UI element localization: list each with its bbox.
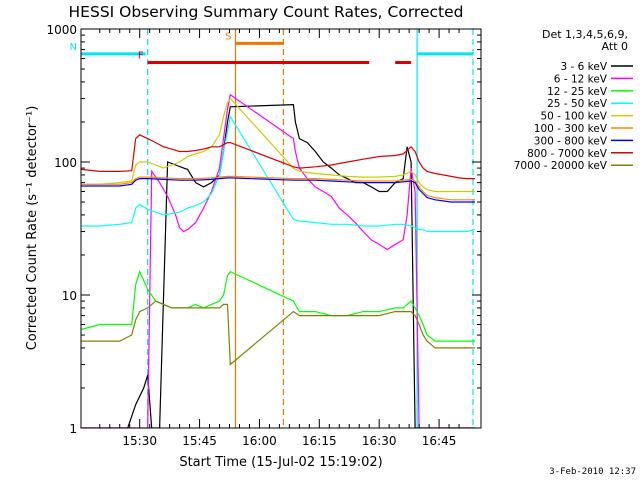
legend-entry-label: 100 - 300 keV bbox=[534, 123, 608, 135]
legend-entry-label: 12 - 25 keV bbox=[547, 86, 608, 98]
footer-date: 3-Feb-2010 12:37 bbox=[549, 467, 636, 477]
series-lines bbox=[81, 93, 476, 428]
series-line-4 bbox=[81, 97, 475, 193]
legend-entry-label: 25 - 50 keV bbox=[547, 98, 608, 110]
x-tick-label: 16:15 bbox=[302, 434, 337, 448]
x-tick-label: 15:30 bbox=[122, 434, 157, 448]
marker-lines bbox=[147, 29, 474, 428]
flag-label-S: S bbox=[225, 31, 231, 42]
flag-bars: N F S bbox=[70, 31, 474, 64]
series-line-3 bbox=[81, 114, 476, 233]
legend-entry-label: 7000 - 20000 keV bbox=[514, 160, 608, 172]
series-line-8 bbox=[81, 300, 475, 366]
plot-frame bbox=[80, 28, 482, 429]
flag-label-F: F bbox=[138, 50, 144, 61]
y-tick-label: 10 bbox=[62, 289, 77, 303]
legend-entry-label: 50 - 100 keV bbox=[540, 111, 607, 123]
x-tick-label: 15:45 bbox=[182, 434, 217, 448]
series-line-0 bbox=[81, 103, 475, 428]
legend-entry-label: 300 - 800 keV bbox=[534, 135, 608, 147]
flag-label-N: N bbox=[70, 42, 77, 53]
x-tick-label: 16:45 bbox=[422, 434, 457, 448]
legend-entry-label: 800 - 7000 keV bbox=[527, 148, 608, 160]
x-axis-label: Start Time (15-Jul-02 15:19:02) bbox=[179, 455, 382, 470]
series-line-1 bbox=[81, 93, 475, 428]
x-tick-label: 16:30 bbox=[362, 434, 397, 448]
legend-header: Det 1,3,4,5,6,9, bbox=[542, 28, 628, 41]
legend-entry-label: 3 - 6 keV bbox=[560, 61, 607, 73]
series-line-5 bbox=[81, 175, 475, 201]
legend-entry-label: 6 - 12 keV bbox=[554, 73, 608, 85]
y-axis: 1 10 100 1000 bbox=[46, 23, 481, 436]
y-axis-label: Corrected Count Rate (s⁻¹ detector⁻¹) bbox=[25, 106, 40, 351]
series-line-6 bbox=[81, 177, 475, 203]
series-line-7 bbox=[81, 134, 475, 180]
x-axis: 15:30 15:45 16:00 16:15 16:30 16:45 bbox=[99, 29, 460, 448]
y-tick-label: 1000 bbox=[46, 23, 77, 37]
y-tick-label: 1 bbox=[69, 422, 77, 436]
legend-header-att: Att 0 bbox=[602, 40, 628, 53]
chart-title: HESSI Observing Summary Count Rates, Cor… bbox=[69, 3, 464, 21]
x-tick-label: 16:00 bbox=[242, 434, 277, 448]
series-line-2 bbox=[81, 269, 475, 342]
y-tick-label: 100 bbox=[54, 156, 77, 170]
